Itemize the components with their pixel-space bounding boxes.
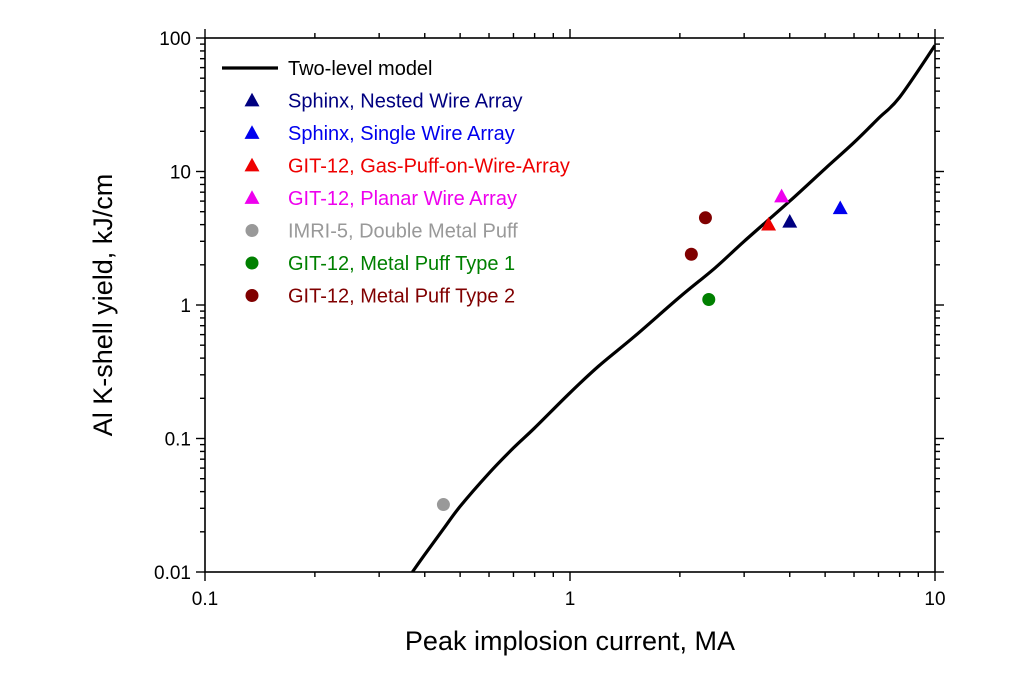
data-point (774, 188, 790, 203)
x-tick-label: 0.1 (192, 589, 218, 610)
axis-ticks (196, 29, 944, 581)
data-point (684, 247, 698, 261)
data-point (698, 211, 712, 225)
legend-symbol (244, 157, 260, 172)
x-axis-label: Peak implosion current, MA (405, 626, 735, 656)
legend-symbol (245, 289, 259, 302)
model-curve (411, 44, 935, 572)
y-axis-label: Al K-shell yield, kJ/cm (88, 174, 118, 437)
data-point (832, 200, 848, 215)
x-tick-label: 10 (924, 589, 945, 610)
legend-symbol (245, 224, 259, 237)
legend-symbol (245, 256, 259, 270)
y-tick-label: 0.01 (154, 563, 191, 584)
legend-label: IMRI-5, Double Metal Puff (288, 221, 518, 243)
legend-label: Sphinx, Single Wire Array (288, 123, 515, 145)
model-curve-layer (411, 44, 935, 572)
x-tick-label: 1 (565, 589, 576, 610)
legend-label: GIT-12, Metal Puff Type 2 (288, 286, 515, 308)
legend-label: Sphinx, Nested Wire Array (288, 91, 523, 113)
legend-label: Two-level model (288, 58, 433, 80)
legend: Two-level model Sphinx, Nested Wire Array… (222, 58, 570, 308)
y-tick-label: 0.1 (165, 430, 191, 451)
legend-label: GIT-12, Metal Puff Type 1 (288, 253, 515, 275)
legend-symbol (244, 125, 260, 139)
data-point (761, 216, 777, 231)
data-point (702, 292, 716, 306)
y-tick-label: 10 (170, 163, 191, 184)
legend-label: GIT-12, Gas-Puff-on-Wire-Array (288, 156, 570, 178)
legend-label: GIT-12, Planar Wire Array (288, 188, 517, 210)
data-points-layer (436, 188, 848, 512)
data-point (436, 498, 450, 512)
legend-symbol (244, 92, 260, 107)
legend-symbol (244, 190, 260, 204)
data-point (782, 214, 798, 228)
y-tick-label: 1 (180, 296, 191, 317)
y-tick-label: 100 (159, 29, 191, 50)
